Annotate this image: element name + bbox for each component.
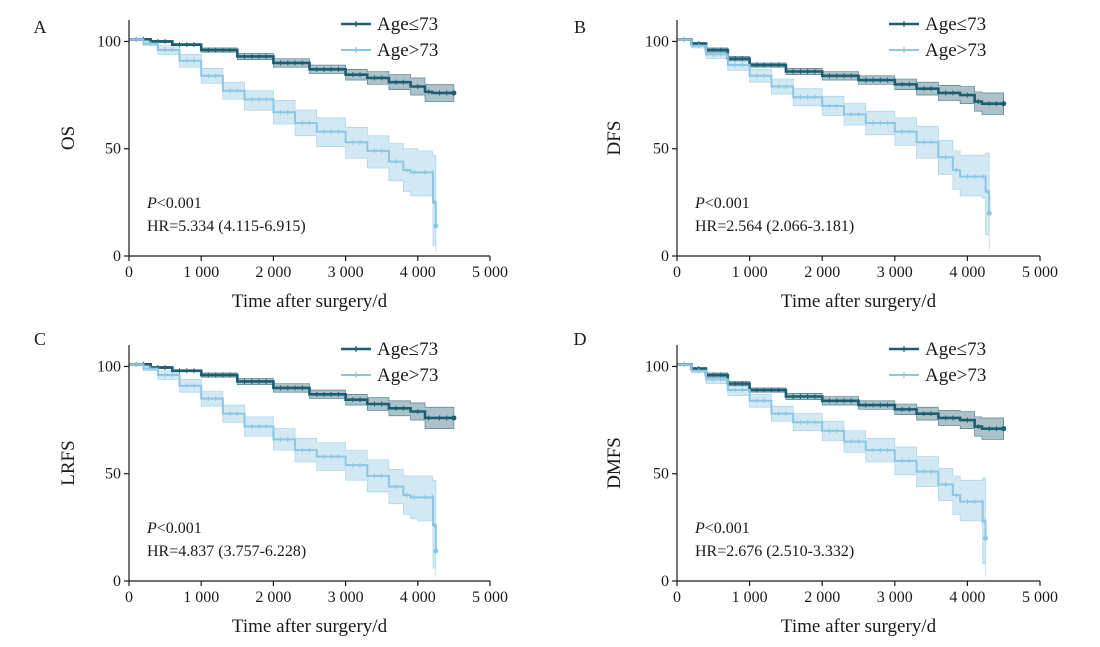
series-end-point <box>433 548 439 554</box>
y-tick-label: 0 <box>661 248 669 265</box>
x-axis-label: Time after surgery/d <box>781 616 937 637</box>
legend-item-age-le-73: Age≤73 <box>341 14 438 35</box>
survival-line-age-gt-73 <box>129 363 437 551</box>
legend-label: Age>73 <box>377 365 438 386</box>
legend-label: Age≤73 <box>377 339 438 360</box>
legend-label: Age≤73 <box>925 339 986 360</box>
series-end-point <box>451 415 457 421</box>
legend-item-age-le-73: Age≤73 <box>341 339 438 360</box>
series-end-point <box>1001 101 1007 107</box>
y-axis-label: DFS <box>604 121 625 156</box>
p-value-text: P<0.001 <box>146 520 202 537</box>
x-tick-label: 4 000 <box>400 264 436 281</box>
survival-line-age-gt-73 <box>677 38 991 214</box>
y-tick-label: 50 <box>105 141 121 158</box>
x-tick-label: 1 000 <box>183 589 219 606</box>
ci-band-age-gt-73 <box>129 39 437 252</box>
x-axis-label: Time after surgery/d <box>232 616 388 637</box>
survival-line-age-le-73 <box>129 38 454 95</box>
x-tick-label: 5 000 <box>472 589 508 606</box>
panel-d: D 0 1 000 2 000 3 000 4 000 5 000 0 50 100 Time af… <box>574 329 1059 637</box>
x-tick-label: 0 <box>125 589 133 606</box>
legend-item-age-le-73: Age≤73 <box>889 14 986 35</box>
y-axis-label: OS <box>58 126 79 150</box>
x-tick-label: 4 000 <box>949 589 985 606</box>
x-axis-label: Time after surgery/d <box>781 291 937 312</box>
legend-item-age-gt-73: Age>73 <box>889 40 986 61</box>
legend-label: Age>73 <box>925 40 986 61</box>
y-tick-label: 0 <box>661 573 669 590</box>
hazard-ratio-text: HR=2.676 (2.510-3.332) <box>695 543 854 560</box>
x-axis-label: Time after surgery/d <box>232 291 388 312</box>
x-tick-label: 5 000 <box>472 264 508 281</box>
p-value-text: P<0.001 <box>694 195 750 212</box>
series-end-point <box>986 210 992 216</box>
legend-label: Age>73 <box>377 40 438 61</box>
survival-line-age-le-73 <box>129 363 454 420</box>
x-tick-label: 2 000 <box>255 264 291 281</box>
p-value-text: P<0.001 <box>694 520 750 537</box>
p-value-text: P<0.001 <box>146 195 202 212</box>
panel-letter: C <box>34 329 46 349</box>
x-tick-label: 3 000 <box>328 264 364 281</box>
survival-line-age-gt-73 <box>129 38 437 226</box>
panel-b: B 0 1 000 2 000 3 000 4 000 5 000 0 50 100 Time af… <box>574 14 1058 312</box>
x-tick-label: 3 000 <box>877 264 913 281</box>
panel-c: C 0 1 000 2 000 3 000 4 000 5 000 0 50 100 Time af… <box>34 329 508 637</box>
legend-label: Age≤73 <box>377 14 438 35</box>
x-tick-label: 5 000 <box>1022 589 1058 606</box>
y-tick-label: 50 <box>653 466 669 483</box>
legend-label: Age>73 <box>925 365 986 386</box>
x-tick-label: 1 000 <box>732 589 768 606</box>
x-tick-label: 4 000 <box>949 264 985 281</box>
y-tick-label: 50 <box>653 141 669 158</box>
series-end-point <box>451 90 457 96</box>
panel-letter: B <box>574 17 586 37</box>
x-tick-label: 2 000 <box>804 264 840 281</box>
legend-item-age-gt-73: Age>73 <box>341 40 438 61</box>
y-tick-label: 100 <box>645 33 669 50</box>
x-tick-label: 2 000 <box>804 589 840 606</box>
x-tick-label: 0 <box>673 589 681 606</box>
series-end-point <box>1001 426 1007 432</box>
panel-a: A 0 1 000 2 000 3 000 4 000 5 000 0 50 100 Time af… <box>34 14 509 312</box>
panel-letter: A <box>34 17 47 37</box>
y-tick-label: 50 <box>105 466 121 483</box>
x-tick-label: 1 000 <box>183 264 219 281</box>
x-tick-label: 3 000 <box>877 589 913 606</box>
x-tick-label: 0 <box>125 264 133 281</box>
x-tick-label: 3 000 <box>328 589 364 606</box>
hazard-ratio-text: HR=2.564 (2.066-3.181) <box>695 218 854 235</box>
y-tick-label: 100 <box>645 358 669 375</box>
legend-item-age-gt-73: Age>73 <box>889 365 986 386</box>
series-end-point <box>433 223 439 229</box>
legend-item-age-gt-73: Age>73 <box>341 365 438 386</box>
legend-item-age-le-73: Age≤73 <box>889 339 986 360</box>
x-tick-label: 0 <box>673 264 681 281</box>
y-tick-label: 0 <box>113 573 121 590</box>
y-tick-label: 0 <box>113 248 121 265</box>
x-tick-label: 4 000 <box>400 589 436 606</box>
series-end-point <box>983 535 989 541</box>
y-axis-label: LRFS <box>58 440 79 485</box>
legend-label: Age≤73 <box>925 14 986 35</box>
y-axis-label: DMFS <box>604 437 625 489</box>
panel-letter: D <box>574 329 587 349</box>
hazard-ratio-text: HR=4.837 (3.757-6.228) <box>147 543 306 560</box>
y-tick-label: 100 <box>97 358 121 375</box>
x-tick-label: 5 000 <box>1022 264 1058 281</box>
x-tick-label: 1 000 <box>732 264 768 281</box>
hazard-ratio-text: HR=5.334 (4.115-6.915) <box>147 218 306 235</box>
survival-line-age-gt-73 <box>677 363 987 539</box>
x-tick-label: 2 000 <box>255 589 291 606</box>
y-tick-label: 100 <box>97 33 121 50</box>
